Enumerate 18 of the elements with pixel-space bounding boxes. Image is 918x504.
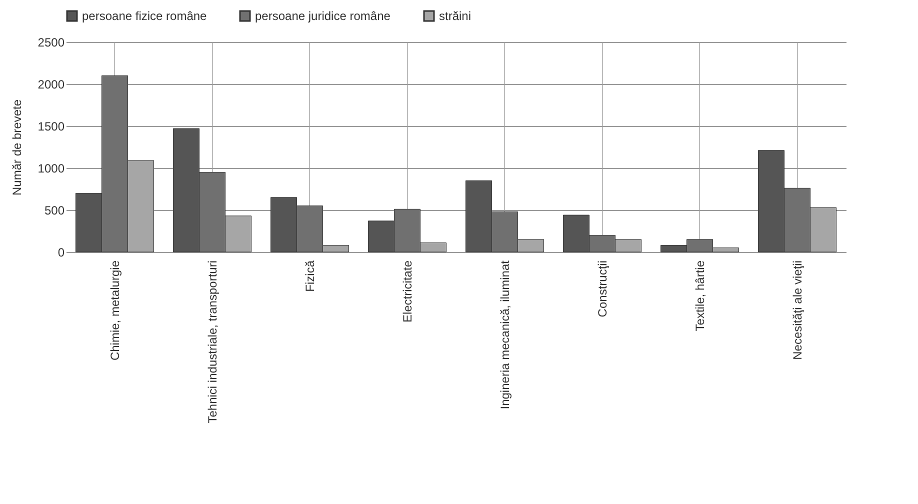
legend-label: persoane fizice române [82,9,208,23]
y-axis-title: Număr de brevete [10,99,24,196]
y-tick-label: 1500 [38,120,65,134]
y-tick-label: 0 [58,246,65,260]
legend-label: străini [439,9,472,23]
x-tick-label: Necesităţi ale vieţii [790,260,804,360]
x-tick-label: Electricitate [400,260,414,323]
x-tick-label: Construcţii [595,260,610,318]
x-tick-label: Tehnici industriale, transporturi [205,260,220,424]
x-tick-label: Chimie, metalurgie [108,260,122,361]
y-tick-label: 2500 [38,36,65,50]
x-tick-label: Textile, hârtie [692,260,707,332]
x-tick-label: Fizică [302,260,317,292]
y-tick-label: 1000 [38,162,65,176]
x-tick-label: Ingineria mecanică, iluminat [498,260,512,410]
y-tick-label: 500 [44,204,65,218]
legend-label: persoane juridice române [255,9,391,23]
y-tick-label: 2000 [38,78,65,92]
